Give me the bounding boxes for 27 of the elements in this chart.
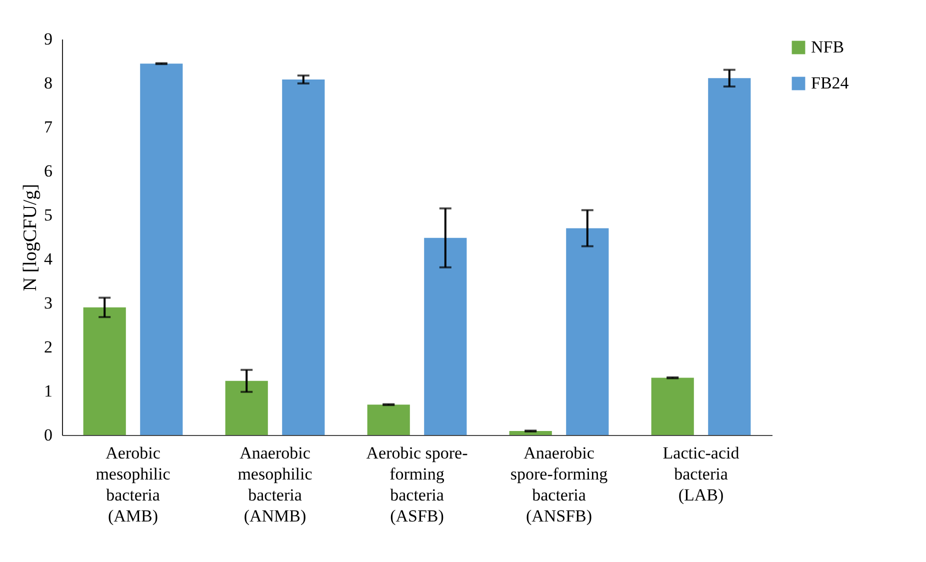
bar (708, 78, 751, 435)
y-tick-label: 7 (44, 118, 53, 136)
bar (140, 64, 183, 435)
bar (225, 380, 268, 435)
y-tick-label: 5 (44, 206, 52, 224)
bar (651, 378, 694, 435)
y-tick-label: 8 (44, 74, 52, 92)
y-tick-label: 1 (44, 382, 52, 400)
bar (424, 238, 467, 435)
x-tick-label: Anaerobic spore-forming bacteria (ANSFB) (510, 444, 608, 526)
y-tick-label: 2 (44, 338, 52, 356)
y-tick-label: 3 (44, 294, 52, 312)
legend-label: FB24 (811, 74, 850, 92)
bar (282, 79, 325, 435)
bar (367, 404, 410, 435)
y-tick-label: 4 (44, 250, 53, 268)
x-tick-label: Lactic-acid bacteria (LAB) (662, 444, 740, 504)
bar (83, 307, 126, 435)
y-tick-label: 6 (44, 162, 52, 180)
x-tick-label: Aerobic mesophilic bacteria (AMB) (96, 444, 171, 526)
bar (566, 228, 609, 435)
x-tick-label: Aerobic spore- forming bacteria (ASFB) (366, 444, 468, 526)
y-tick-label: 0 (44, 426, 52, 444)
y-tick-label: 9 (44, 30, 52, 48)
legend-label: NFB (811, 38, 844, 56)
x-tick-label: Anaerobic mesophilic bacteria (ANMB) (238, 444, 313, 526)
y-axis-title: N [logCFU/g] (20, 184, 41, 292)
